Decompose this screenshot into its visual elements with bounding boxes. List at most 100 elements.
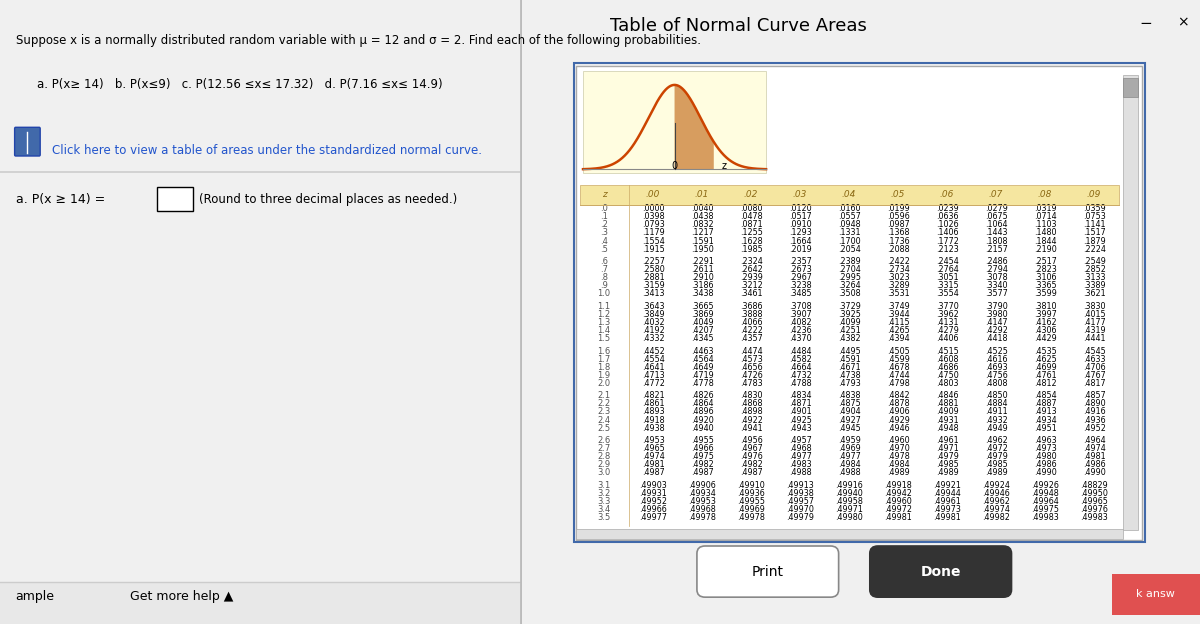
Text: .4881: .4881 [936,399,959,408]
Text: 3.5: 3.5 [598,513,611,522]
Text: .08: .08 [1038,190,1052,199]
Text: .4909: .4909 [936,407,959,416]
Bar [1123,78,1139,97]
Text: .1179: .1179 [642,228,665,238]
Text: .2704: .2704 [838,265,860,274]
Text: 2.1: 2.1 [598,391,611,401]
Text: .3389: .3389 [1082,281,1105,290]
Text: 3.3: 3.3 [598,497,611,506]
Text: .2881: .2881 [642,273,665,282]
Text: 1.2: 1.2 [598,310,611,319]
Text: Done: Done [920,565,961,578]
Text: .0: .0 [600,204,608,213]
Text: .49938: .49938 [786,489,814,498]
Text: .0557: .0557 [838,212,860,222]
Text: .3106: .3106 [1034,273,1056,282]
Text: .49960: .49960 [884,497,912,506]
Text: .2190: .2190 [1033,245,1056,253]
Text: a. P(x≥ 14)   b. P(x≤9)   c. P(12.56 ≤x≤ 17.32)   d. P(7.16 ≤x≤ 14.9): a. P(x≥ 14) b. P(x≤9) c. P(12.56 ≤x≤ 17.… [36,78,442,91]
Text: .3212: .3212 [739,281,762,290]
Text: .4971: .4971 [936,444,959,453]
Text: .4956: .4956 [739,436,762,445]
Text: .4332: .4332 [642,334,665,343]
Text: .4099: .4099 [838,318,860,327]
Text: .4719: .4719 [691,371,714,380]
Text: .49936: .49936 [737,489,766,498]
Text: 1.5: 1.5 [598,334,611,343]
Bar [583,71,766,173]
Text: .3980: .3980 [985,310,1008,319]
Bar [574,63,1145,542]
Text: .4788: .4788 [788,379,811,388]
Text: .2088: .2088 [887,245,910,253]
Text: .2157: .2157 [985,245,1008,253]
Text: .4686: .4686 [936,363,959,372]
Text: .4808: .4808 [985,379,1007,388]
Text: .00: .00 [646,190,660,199]
Text: .4989: .4989 [887,469,910,477]
Text: .4925: .4925 [788,416,811,424]
Text: .1480: .1480 [1034,228,1056,238]
Text: .2019: .2019 [788,245,811,253]
Text: .4987: .4987 [691,469,714,477]
Text: Print: Print [751,565,784,578]
Text: .4564: .4564 [691,354,714,364]
Text: .49983: .49983 [1031,513,1060,522]
Text: .4878: .4878 [887,399,910,408]
Text: .49978: .49978 [688,513,716,522]
Text: Click here to view a table of areas under the standardized normal curve.: Click here to view a table of areas unde… [53,144,482,157]
Text: .4750: .4750 [936,371,959,380]
Text: .07: .07 [989,190,1003,199]
Text: .1331: .1331 [838,228,860,238]
Text: .2224: .2224 [1082,245,1105,253]
Text: .1064: .1064 [985,220,1007,230]
Text: .4582: .4582 [788,354,811,364]
Text: 1.3: 1.3 [598,318,611,327]
Text: .2939: .2939 [739,273,762,282]
Text: .4913: .4913 [1034,407,1056,416]
Text: .4953: .4953 [642,436,665,445]
Text: .3599: .3599 [1033,290,1056,298]
Text: .1406: .1406 [936,228,959,238]
Text: .4846: .4846 [936,391,959,401]
Text: .1: .1 [600,212,608,222]
Text: .3078: .3078 [985,273,1008,282]
Text: .3729: .3729 [838,302,860,311]
Text: .4279: .4279 [936,326,959,335]
Text: .49981: .49981 [884,513,912,522]
Text: .2734: .2734 [887,265,910,274]
Text: .4871: .4871 [788,399,811,408]
Text: .4875: .4875 [838,399,860,408]
Text: .4904: .4904 [838,407,860,416]
Text: 2.7: 2.7 [598,444,611,453]
FancyBboxPatch shape [870,546,1012,597]
Text: .4505: .4505 [887,346,910,356]
Text: .4918: .4918 [642,416,665,424]
Text: .2291: .2291 [691,257,714,266]
Text: .4798: .4798 [887,379,910,388]
Text: .3413: .3413 [642,290,665,298]
Text: .4938: .4938 [642,424,665,432]
Text: .4535: .4535 [1033,346,1056,356]
Text: .3159: .3159 [642,281,665,290]
Text: .3643: .3643 [642,302,665,311]
Text: .4982: .4982 [739,461,762,469]
Text: .49961: .49961 [934,497,961,506]
Text: .4976: .4976 [739,452,762,461]
Text: 2.5: 2.5 [598,424,611,432]
Text: .3577: .3577 [985,290,1008,298]
Text: .4699: .4699 [1033,363,1056,372]
Text: .4979: .4979 [936,452,959,461]
Text: .49955: .49955 [737,497,766,506]
Text: .4990: .4990 [1082,469,1105,477]
Text: .4429: .4429 [1033,334,1056,343]
Text: .49983: .49983 [1080,513,1108,522]
Text: .4713: .4713 [642,371,665,380]
Text: .4783: .4783 [740,379,762,388]
Text: .4955: .4955 [691,436,714,445]
Text: .3869: .3869 [691,310,714,319]
Text: .4943: .4943 [788,424,811,432]
Text: .49977: .49977 [640,513,667,522]
Text: .2486: .2486 [985,257,1008,266]
Text: .4984: .4984 [887,461,910,469]
